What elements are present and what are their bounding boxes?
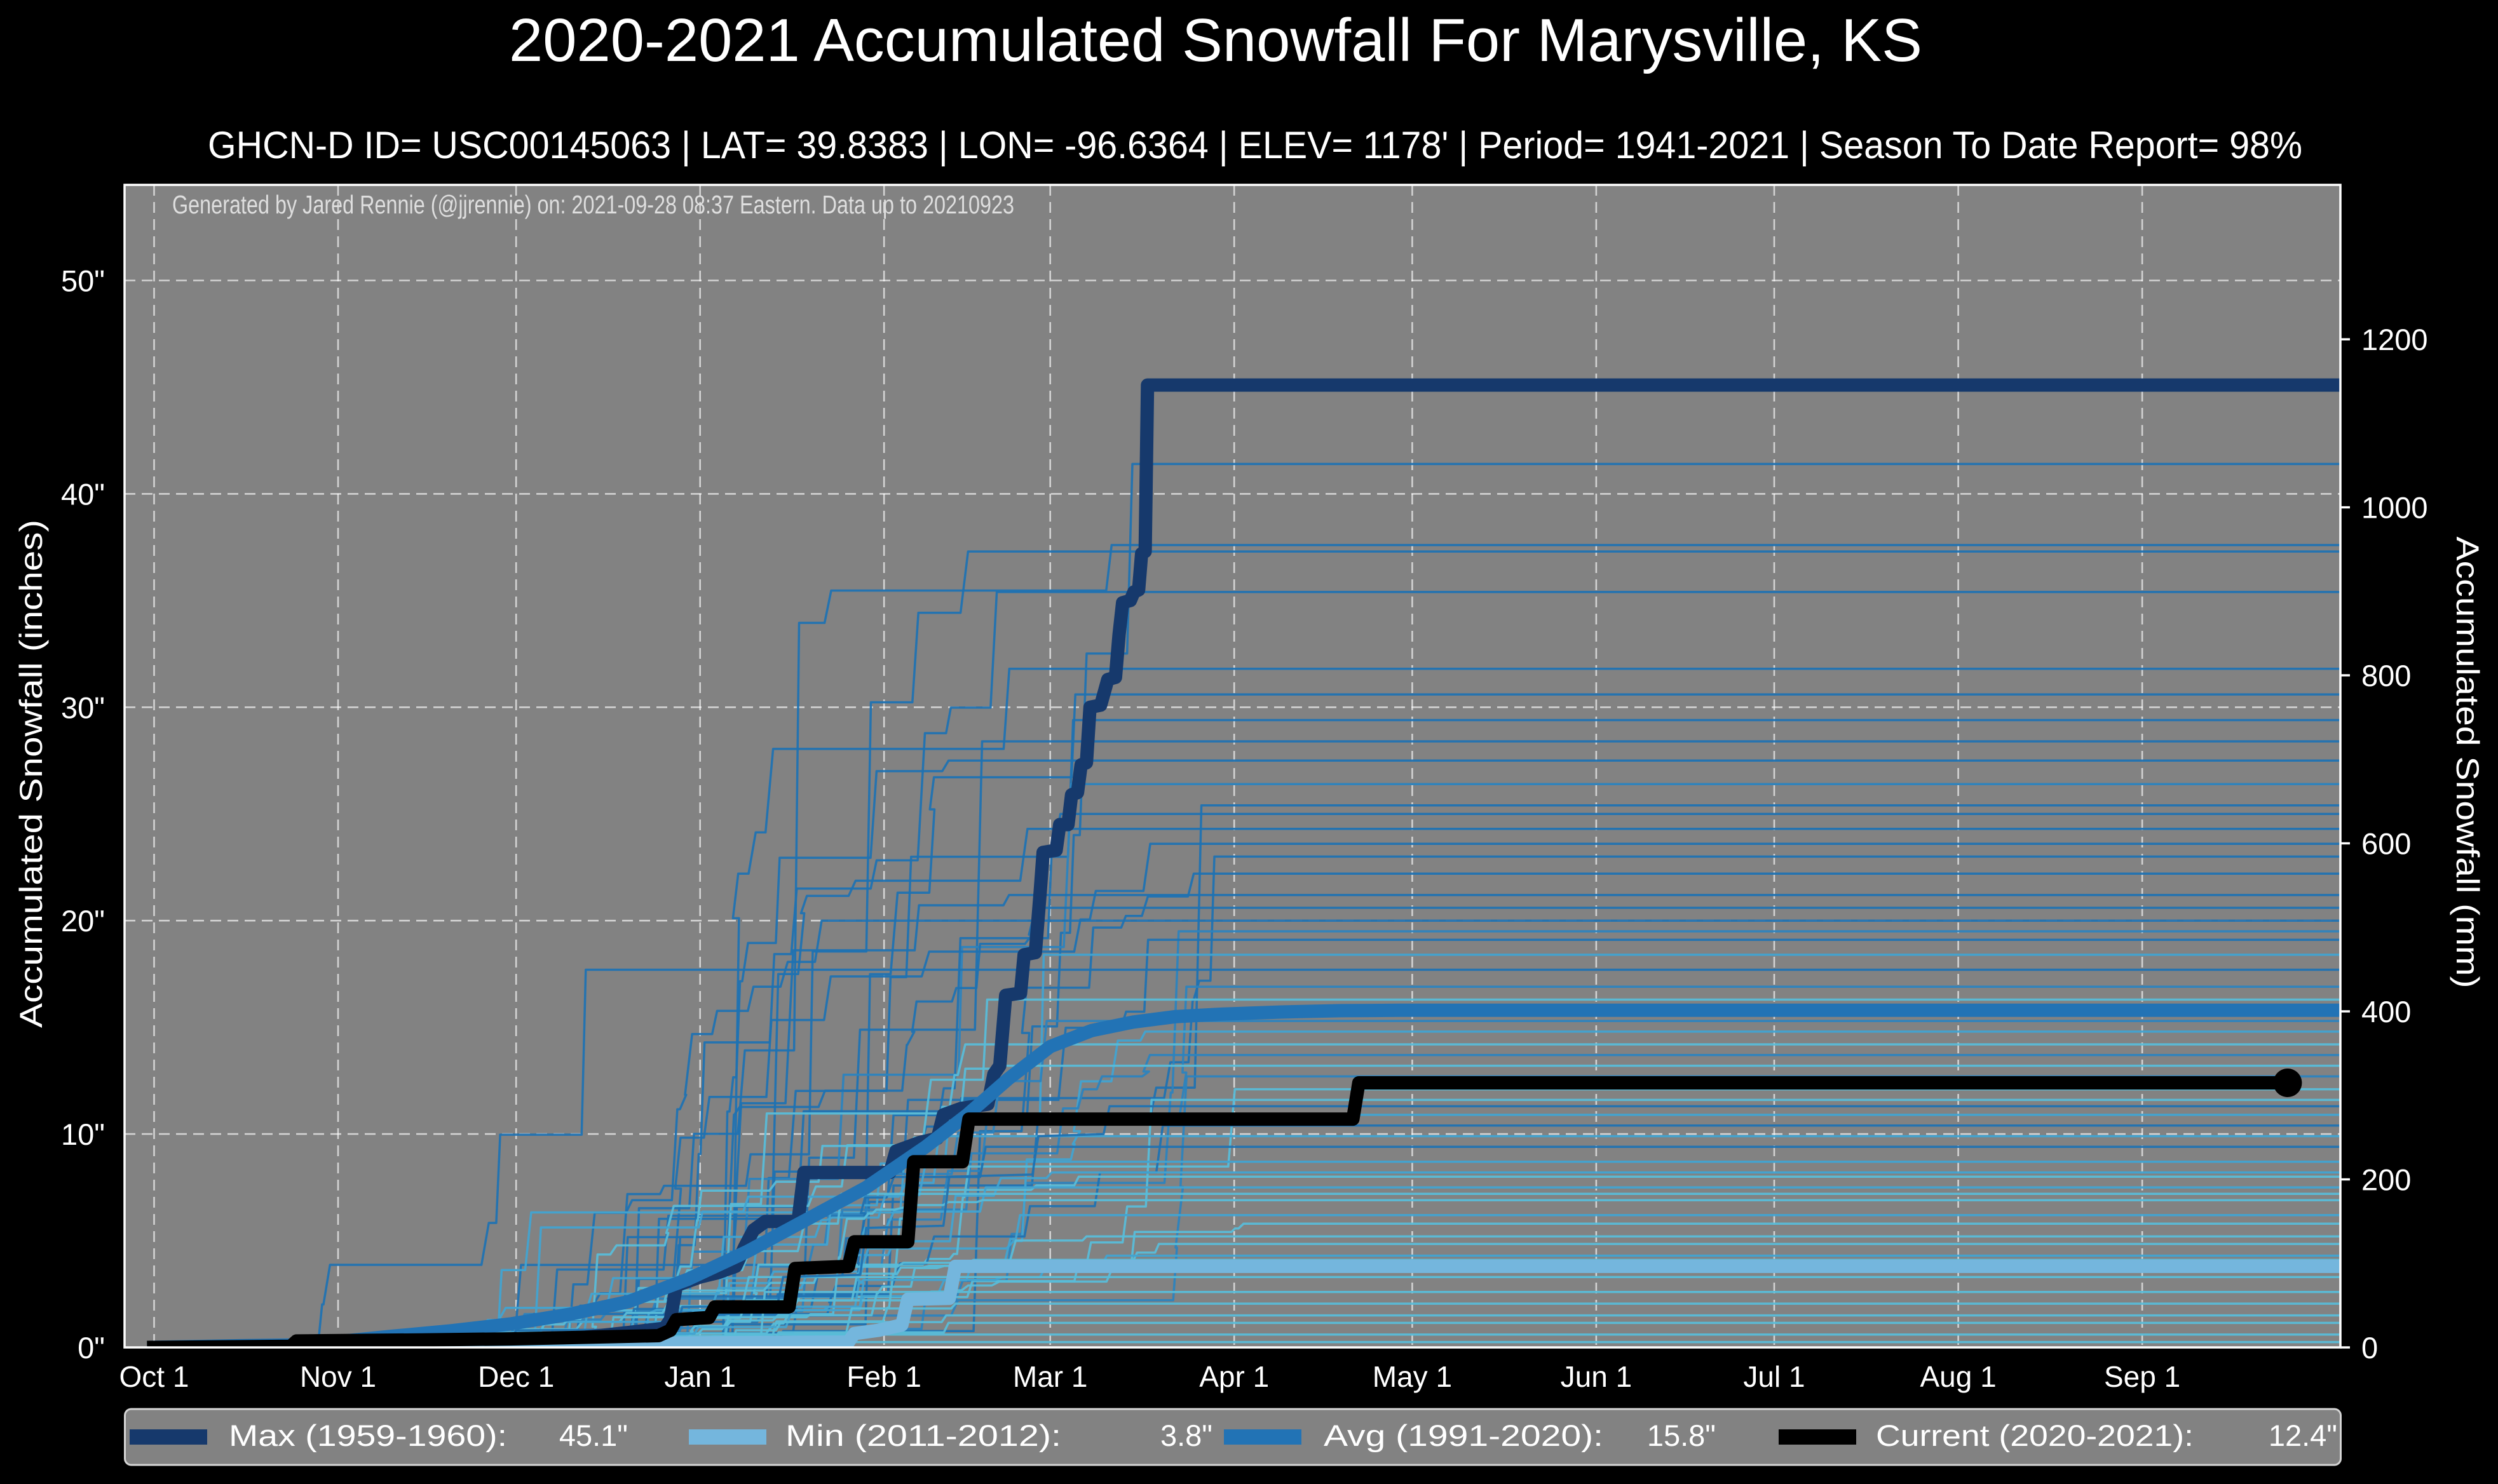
svg-text:40": 40" [61,477,105,511]
svg-text:Accumulated Snowfall (mm): Accumulated Snowfall (mm) [2450,537,2485,988]
svg-text:12.4": 12.4" [2269,1419,2337,1452]
svg-text:Oct 1: Oct 1 [119,1360,189,1393]
svg-text:Jun 1: Jun 1 [1561,1360,1633,1393]
svg-text:Generated by Jared Rennie (@jj: Generated by Jared Rennie (@jjrennie) on… [172,190,1014,219]
svg-text:0: 0 [2361,1331,2378,1365]
svg-text:Sep 1: Sep 1 [2104,1360,2180,1393]
svg-text:800: 800 [2361,659,2411,692]
svg-text:Mar 1: Mar 1 [1013,1360,1088,1393]
svg-text:Nov 1: Nov 1 [300,1360,376,1393]
svg-text:Dec 1: Dec 1 [478,1360,554,1393]
svg-text:Avg (1991-2020):: Avg (1991-2020): [1324,1419,1603,1452]
svg-text:15.8": 15.8" [1647,1419,1716,1452]
svg-text:Jan 1: Jan 1 [664,1360,736,1393]
svg-text:30": 30" [61,691,105,724]
svg-text:400: 400 [2361,995,2411,1029]
svg-text:10": 10" [61,1117,105,1151]
svg-text:Max (1959-1960):: Max (1959-1960): [229,1419,507,1452]
svg-text:2020-2021 Accumulated Snowfall: 2020-2021 Accumulated Snowfall For Marys… [509,6,1922,74]
svg-text:3.8": 3.8" [1160,1419,1212,1452]
svg-text:Current (2020-2021):: Current (2020-2021): [1876,1419,2194,1452]
svg-text:Accumulated Snowfall (inches): Accumulated Snowfall (inches) [13,520,49,1028]
svg-text:600: 600 [2361,827,2411,861]
svg-text:45.1": 45.1" [559,1419,628,1452]
svg-text:50": 50" [61,264,105,298]
svg-text:1000: 1000 [2361,491,2428,525]
svg-text:Feb 1: Feb 1 [846,1360,921,1393]
svg-text:Jul 1: Jul 1 [1743,1360,1805,1393]
svg-text:Min (2011-2012):: Min (2011-2012): [785,1419,1061,1452]
svg-text:May 1: May 1 [1373,1360,1452,1393]
svg-text:1200: 1200 [2361,323,2428,356]
svg-text:Apr 1: Apr 1 [1199,1360,1269,1393]
svg-text:GHCN-D ID= USC00145063 | LAT=: GHCN-D ID= USC00145063 | LAT= 39.8383 | … [208,124,2302,166]
svg-text:200: 200 [2361,1163,2411,1197]
svg-text:0": 0" [78,1331,105,1365]
svg-text:Aug 1: Aug 1 [1920,1360,1996,1393]
svg-text:20": 20" [61,904,105,938]
